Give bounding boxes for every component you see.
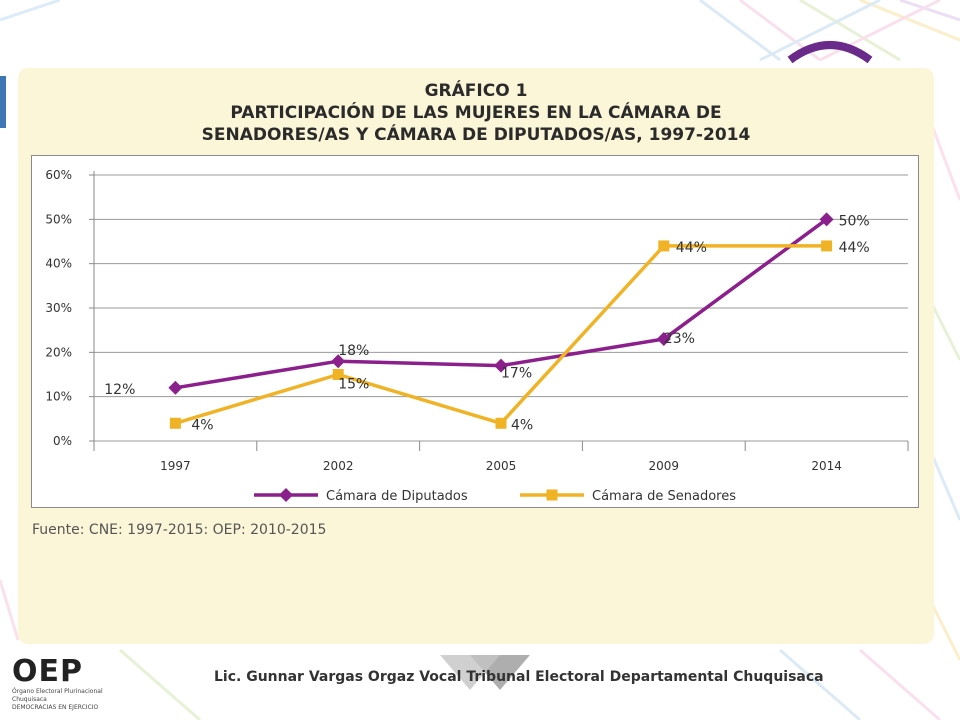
logo-wordmark: OEP <box>12 654 83 689</box>
legend-label: Cámara de Senadores <box>592 489 736 504</box>
data-point-diamond <box>331 354 346 369</box>
chart-subtitle-line1: PARTICIPACIÓN DE LAS MUJERES EN LA CÁMAR… <box>230 103 722 123</box>
chart-subtitle-line2: SENADORES/AS Y CÁMARA DE DIPUTADOS/AS, 1… <box>201 125 751 145</box>
data-point-square <box>821 240 833 252</box>
data-point-square <box>332 369 344 380</box>
chart-titles: GRÁFICO 1 PARTICIPACIÓN DE LAS MUJERES E… <box>18 80 934 146</box>
oep-logo: OEP Órgano Electoral Plurinacional Chuqu… <box>10 654 120 720</box>
y-tick-label: 40% <box>45 257 72 271</box>
data-point-square <box>495 417 507 429</box>
line-chart: 0% 10% 20% 30% 40% 50% 60% 1997 2002 2005 2009 2014… <box>45 168 909 504</box>
data-label: 44% <box>676 240 707 256</box>
logo-line2: Chuquisaca <box>12 696 47 703</box>
logo-line3: DEMOCRACIAS EN EJERCICIO <box>12 704 99 711</box>
legend-marker <box>279 488 293 502</box>
data-label: 17% <box>501 366 532 382</box>
y-tick-label: 50% <box>45 212 72 226</box>
data-point-square <box>658 240 670 252</box>
data-point-diamond <box>656 332 671 347</box>
y-tick-label: 60% <box>45 168 72 182</box>
data-label: 4% <box>191 417 213 433</box>
source-note: Fuente: CNE: 1997-2015: OEP: 2010-2015 <box>32 522 327 538</box>
x-tick-label: 2014 <box>811 459 842 473</box>
data-label: 4% <box>511 417 533 433</box>
y-tick-label: 30% <box>45 301 72 315</box>
chart-panel: GRÁFICO 1 PARTICIPACIÓN DE LAS MUJERES E… <box>18 68 934 644</box>
legend-marker <box>546 489 558 501</box>
data-label: 23% <box>664 331 695 347</box>
chart-title: GRÁFICO 1 <box>424 81 528 101</box>
x-tick-label: 2005 <box>486 459 517 473</box>
data-label: 15% <box>338 377 369 393</box>
y-tick-label: 10% <box>45 390 72 404</box>
data-label: 50% <box>839 213 870 229</box>
legend-label: Cámara de Diputados <box>326 489 468 504</box>
x-tick-label: 2009 <box>649 459 680 473</box>
data-label: 12% <box>104 382 135 398</box>
data-label: 44% <box>839 240 870 256</box>
data-label: 18% <box>338 343 369 359</box>
slide-accent-bar <box>0 76 6 128</box>
data-point-square <box>169 417 181 429</box>
data-point-diamond <box>168 380 183 395</box>
footer-caption: Lic. Gunnar Vargas Orgaz Vocal Tribunal … <box>214 669 824 685</box>
y-tick-label: 20% <box>45 345 72 359</box>
y-tick-label: 0% <box>53 434 72 448</box>
logo-line1: Órgano Electoral Plurinacional <box>12 688 103 695</box>
plot-area: 0% 10% 20% 30% 40% 50% 60% 1997 2002 2005 2009 2014… <box>31 155 919 508</box>
x-tick-label: 2002 <box>323 459 354 473</box>
x-tick-label: 1997 <box>160 459 191 473</box>
data-point-diamond <box>494 358 508 373</box>
